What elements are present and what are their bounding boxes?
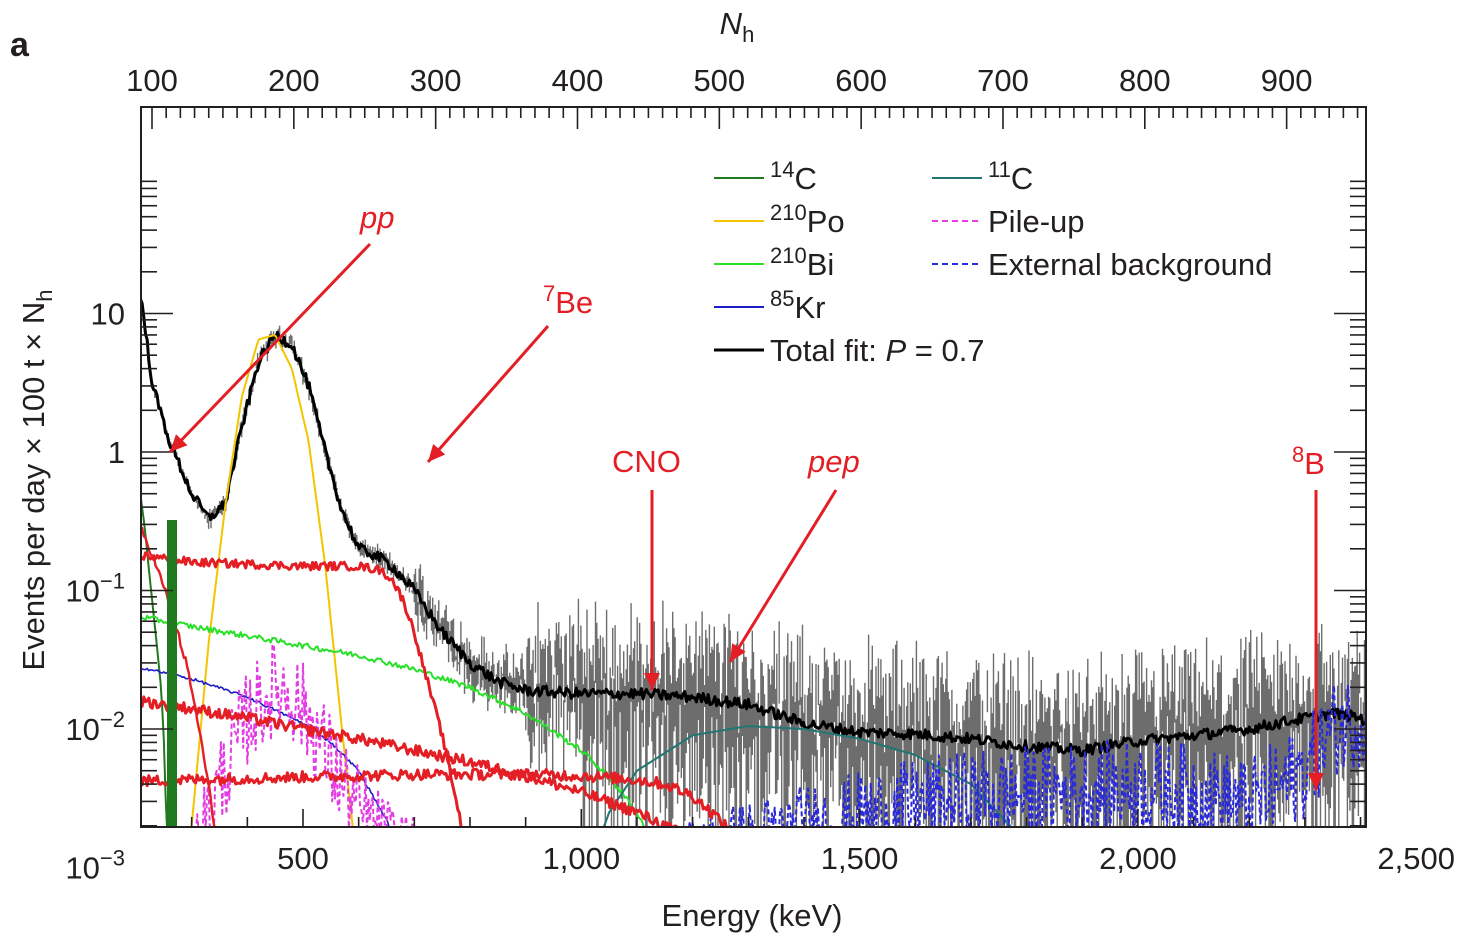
y-tick-label: 1: [108, 435, 125, 470]
legend-label: Pile-up: [988, 204, 1085, 239]
x2-tick-label: 800: [1119, 63, 1171, 98]
x2-tick-label: 400: [552, 63, 604, 98]
arrowhead: [428, 444, 446, 462]
legend-item: 14C: [714, 157, 817, 196]
arrowhead: [644, 673, 660, 690]
series-c14: [141, 491, 168, 827]
annotation-label: pep: [807, 444, 860, 479]
legend-item: 85Kr: [714, 286, 825, 325]
annotation-arrow: [168, 242, 372, 454]
y-tick-label: 10−3: [65, 846, 125, 886]
annotation-arrow: [426, 325, 550, 463]
x2-tick-label: 700: [977, 63, 1029, 98]
annotation-cno: CNO: [612, 444, 681, 690]
legend-label: Total fit: P = 0.7: [770, 333, 985, 368]
y-axis-title: Events per day × 100 t × Nh: [16, 289, 57, 670]
axes-layer: 500 1,000 1,500 2,000 2,500 100 200 300 400 500 60…: [65, 63, 1455, 886]
y-tick-label: 10: [91, 297, 125, 332]
arrowhead: [170, 434, 188, 452]
annotation-arrow: [728, 489, 838, 663]
legend-label: External background: [988, 247, 1272, 282]
series-extbg: [688, 684, 1366, 827]
x-tick-label: 1,500: [821, 841, 899, 876]
series-c14-spikes: [167, 520, 177, 827]
legend-label: 85Kr: [770, 286, 825, 325]
legend-item: Total fit: P = 0.7: [714, 333, 985, 368]
x-tick-label: 1,000: [543, 841, 621, 876]
annotation-pep: pep: [728, 444, 860, 663]
series-pp: [141, 523, 216, 827]
legend-label: 14C: [770, 157, 817, 196]
legend-item: 210Po: [714, 200, 845, 239]
annotation-label: 7Be: [543, 281, 593, 320]
series-bi210: [141, 614, 646, 827]
series-pileup: [186, 643, 415, 827]
x2-tick-label: 900: [1261, 63, 1313, 98]
legend-label: 210Po: [770, 200, 845, 239]
annotation-label: pp: [359, 200, 394, 235]
series-be7: [141, 551, 463, 827]
series-pep: [141, 767, 728, 827]
annotation-label: 8B: [1292, 442, 1325, 481]
legend: 14C 210Po 210Bi 85Kr Total fit: P = 0.7 11C Pi…: [714, 157, 1272, 368]
legend-label: 210Bi: [770, 243, 834, 282]
y-tick-label: 10−2: [65, 707, 125, 747]
x-axis-title: Energy (keV): [662, 898, 843, 933]
annotations: pp 7Be CNO pep 8B: [168, 200, 1325, 790]
plot-frame: [140, 106, 1367, 828]
x2-tick-label: 500: [693, 63, 745, 98]
x-tick-label: 500: [277, 841, 329, 876]
annotation-b: 8B: [1292, 442, 1325, 790]
x2-tick-label: 600: [835, 63, 887, 98]
panel-label: a: [10, 26, 30, 64]
legend-item: Pile-up: [932, 204, 1085, 239]
legend-label: 11C: [988, 157, 1033, 196]
legend-item: 210Bi: [714, 243, 834, 282]
annotation-pp: pp: [168, 200, 394, 454]
arrowhead: [730, 643, 746, 662]
x2-axis-title: Nh: [720, 6, 755, 47]
arrowhead: [1308, 773, 1324, 790]
annotation-be: 7Be: [426, 281, 593, 463]
x-tick-label: 2,000: [1099, 841, 1177, 876]
annotation-label: CNO: [612, 444, 681, 479]
legend-item: 11C: [932, 157, 1033, 196]
x2-tick-label: 300: [410, 63, 462, 98]
legend-item: External background: [932, 247, 1272, 282]
x-tick-label: 2,500: [1377, 841, 1455, 876]
x2-tick-label: 100: [126, 63, 178, 98]
y-tick-label: 10−1: [65, 569, 125, 609]
x2-tick-label: 200: [268, 63, 320, 98]
series-total: [141, 288, 1366, 758]
